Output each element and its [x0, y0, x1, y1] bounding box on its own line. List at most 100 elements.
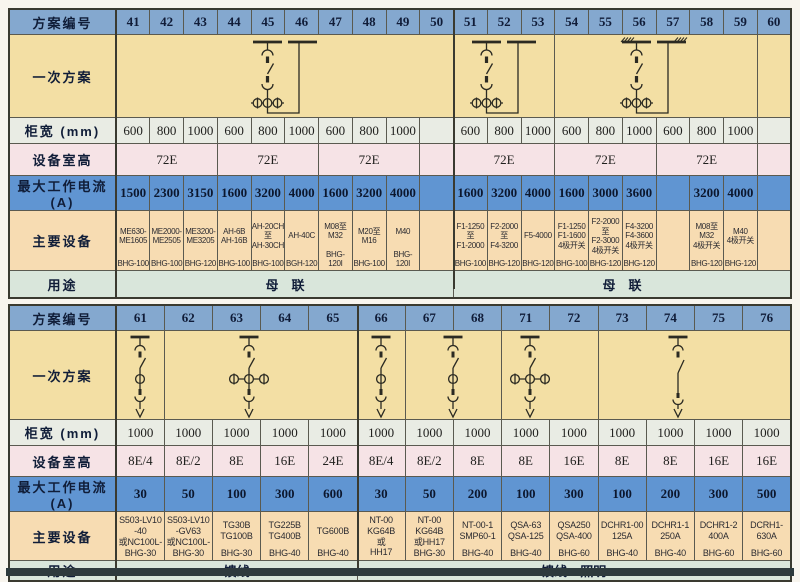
equipment-cabinet-type: BHG-40	[606, 548, 638, 559]
equipment-cabinet-type: BHG-100	[218, 259, 251, 269]
row-label-main-equipment: 主要设备	[8, 210, 117, 271]
bus-tie-circuit-icon	[251, 40, 317, 114]
scheme-number-cell: 62	[163, 304, 213, 331]
primary-scheme-cell-41-50	[115, 34, 454, 118]
equipment-cabinet-type: BHG-60	[702, 548, 735, 559]
primary-scheme-cell-71-72	[501, 330, 599, 420]
equipment-cabinet-type: BHG-120	[184, 259, 217, 269]
cabinet-width-cell: 1000	[621, 117, 657, 144]
scheme-number-cell: 55	[588, 8, 623, 35]
cabinet-width-cell	[756, 117, 792, 144]
max-current-cell: 50	[163, 476, 213, 512]
equipment-cabinet-type: BHG-100	[454, 259, 487, 269]
group-divider-line	[453, 8, 455, 289]
equipment-cabinet-type: BHG-30	[172, 548, 205, 559]
scheme-number-cell: 54	[554, 8, 589, 35]
max-current-cell: 30	[356, 476, 406, 512]
equipment-cabinet-type: BHG-100	[117, 259, 149, 269]
cabinet-width-cell: 1000	[115, 419, 165, 446]
cabinet-width-cell: 800	[149, 117, 184, 144]
cabinet-width-cell: 600	[453, 117, 488, 144]
equipment-models: M40 4极开关	[726, 226, 755, 246]
max-current-cell: 3000	[588, 175, 623, 211]
equipment-models: F2-2000至 F2-3000 4极开关	[591, 217, 620, 255]
cabinet-width-row: 柜宽 (mm) 1000 1000 1000 1000 1000 1000 1000 1000…	[8, 419, 792, 446]
scheme-number-cell: 56	[621, 8, 657, 35]
equipment-cabinet-type: BHG-120	[724, 259, 757, 269]
max-current-cell: 1600	[453, 175, 488, 211]
page-bottom-edge	[6, 568, 794, 576]
room-height-cell: 16E	[693, 445, 744, 477]
equipment-models: F1-1250 F1-1600 4极开关	[557, 221, 586, 250]
equipment-cabinet-type: BHG-40	[461, 548, 494, 559]
room-height-cell: 8E/4	[115, 445, 165, 477]
cabinet-width-cell: 1000	[520, 117, 556, 144]
equipment-models: F5-4000	[524, 231, 552, 241]
equipment-models: QSA-63 QSA-125	[507, 520, 544, 542]
equipment-cabinet-type: BHG-100	[252, 259, 284, 269]
room-height-cell: 72E	[452, 143, 556, 176]
scheme-number-cell: 42	[149, 8, 184, 35]
equipment-cell: F4-3200 F4-3600 4极开关 BHG-120	[621, 210, 657, 271]
equipment-cell: ME630- ME1605 BHG-100	[115, 210, 151, 271]
row-label-main-equipment: 主要设备	[8, 511, 117, 561]
equipment-models: NT-00 KG64B 或 HH17	[367, 514, 396, 558]
room-height-cell: 8E	[211, 445, 262, 477]
row-label-cabinet-width: 柜宽 (mm)	[8, 117, 117, 144]
equipment-cabinet-type: BHG-120I	[393, 249, 413, 269]
scheme-number-cell: 67	[404, 304, 454, 331]
cabinet-width-cell: 600	[115, 117, 151, 144]
equipment-models: F1-1250至 F1-2000	[456, 221, 485, 250]
room-height-cell: 72E	[115, 143, 218, 176]
equipment-models: DCRH1- 630A	[750, 520, 783, 542]
cabinet-width-cell: 1000	[260, 419, 310, 446]
cabinet-width-cell: 1000	[385, 117, 421, 144]
equipment-models: M20至 M16	[357, 226, 381, 246]
max-current-cell: 4000	[385, 175, 421, 211]
room-height-cell: 8E	[452, 445, 503, 477]
equipment-cell: M40 BHG-120I	[385, 210, 421, 271]
cabinet-width-cell: 1000	[308, 419, 358, 446]
cabinet-width-cell: 1000	[723, 117, 758, 144]
feeder-breaker-circuit-icon	[130, 335, 150, 419]
max-current-cell: 1600	[318, 175, 353, 211]
max-current-cell: 300	[549, 476, 599, 512]
cabinet-width-cell: 600	[655, 117, 691, 144]
equipment-models: DCHR1-00 125A	[600, 520, 644, 542]
equipment-cell: F2-2000至 F4-3200 BHG-120	[486, 210, 522, 271]
equipment-models: AH-40C	[288, 231, 315, 241]
room-height-cell	[419, 143, 454, 176]
room-height-cell: 24E	[308, 445, 358, 477]
equipment-cabinet-type: BHG-30	[413, 548, 446, 559]
room-height-cell: 8E/2	[163, 445, 213, 477]
equipment-cabinet-type: BHG-40	[654, 548, 687, 559]
equipment-models: ME3200- ME3205	[185, 226, 216, 246]
equipment-cabinet-type: BHG-100	[151, 259, 183, 269]
equipment-cell: DCHR1-2 400A BHG-60	[693, 511, 744, 561]
equipment-cabinet-type: BHG-120	[589, 259, 622, 269]
room-height-cell: 16E	[742, 445, 792, 477]
equipment-cell: F1-1250 F1-1600 4极开关 BHG-100	[554, 210, 589, 271]
equipment-cell: DCHR1-00 125A BHG-40	[597, 511, 647, 561]
max-current-cell: 600	[308, 476, 358, 512]
equipment-cell: F1-1250至 F1-2000 BHG-100	[453, 210, 488, 271]
equipment-cabinet-type: BHG-30	[220, 548, 253, 559]
scheme-table-41-60: 方案编号 41 42 43 44 45 46 47 48 49 50 51 52 53 54 55 56 57 5…	[8, 8, 792, 299]
cabinet-width-cell: 1000	[183, 117, 218, 144]
equipment-cell: QSA-63 QSA-125 BHG-40	[501, 511, 551, 561]
equipment-cell	[756, 210, 792, 271]
cabinet-width-cell: 1000	[404, 419, 454, 446]
scheme-number-cell: 75	[693, 304, 744, 331]
max-current-cell: 300	[260, 476, 310, 512]
feeder-breaker-circuit-icon	[371, 335, 391, 419]
room-height-cell: 72E	[655, 143, 758, 176]
equipment-cell: NT-00 KG64B 或HH17 BHG-30	[404, 511, 454, 561]
equipment-models: TG600B	[316, 525, 350, 536]
max-current-cell: 300	[693, 476, 744, 512]
feeder-breaker-3ct-circuit-icon	[510, 335, 551, 419]
equipment-cabinet-type: BHG-40	[317, 548, 349, 559]
cabinet-width-cell: 1000	[284, 117, 319, 144]
primary-scheme-row: 一次方案	[8, 34, 792, 118]
equipment-cabinet-type: BHG-120	[488, 259, 521, 269]
equipment-cabinet-type: BHG-100	[353, 259, 386, 269]
